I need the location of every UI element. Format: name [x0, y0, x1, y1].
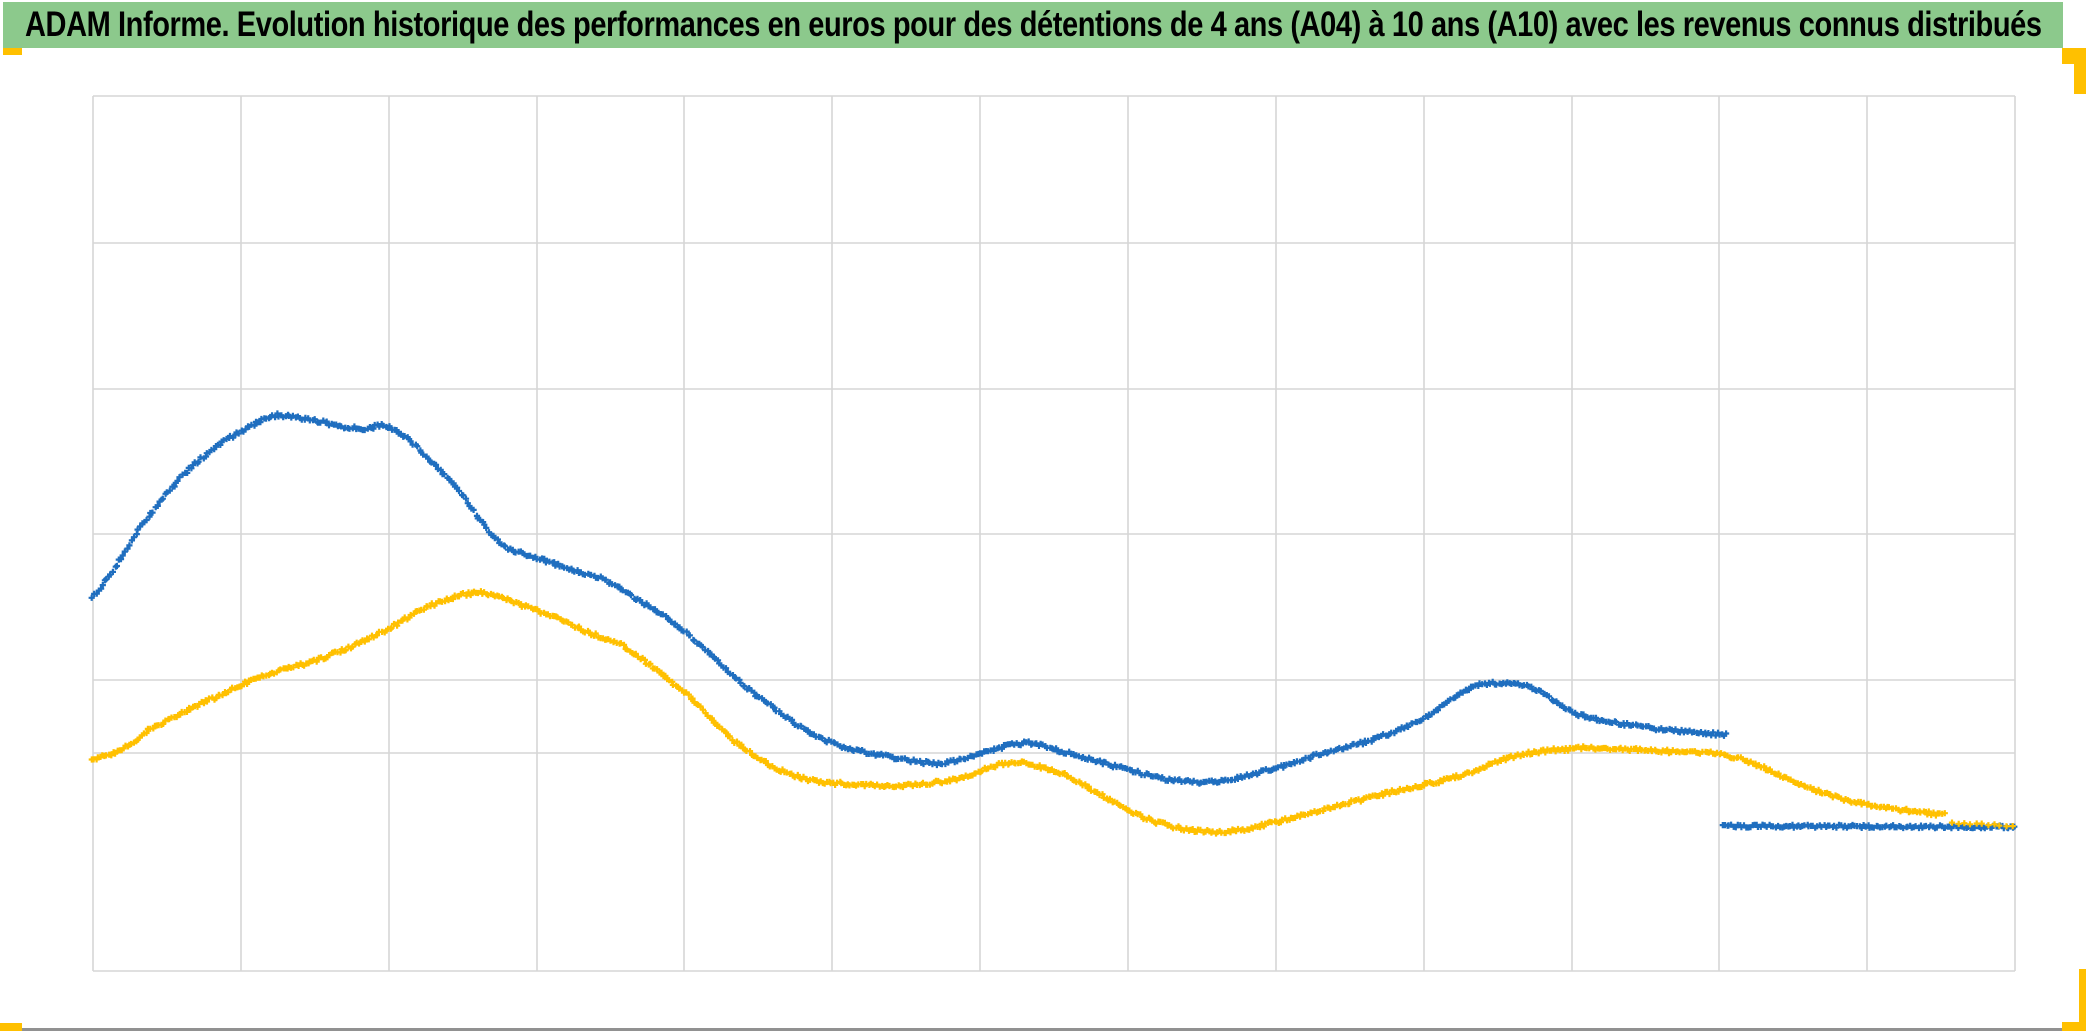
corner-accent-bottom-left [0, 1023, 22, 1031]
corner-accent-top-left [3, 48, 22, 55]
corner-accent-bottom-right-strip [2079, 969, 2086, 1031]
corner-accent-bottom-right [2062, 1022, 2086, 1031]
bottom-frame-line [22, 1028, 2062, 1031]
corner-accent-top-right-strip [2074, 48, 2086, 94]
chart-title: ADAM Informe. Evolution historique des p… [24, 5, 2042, 44]
chart-title-bar: ADAM Informe. Evolution historique des p… [3, 2, 2063, 48]
